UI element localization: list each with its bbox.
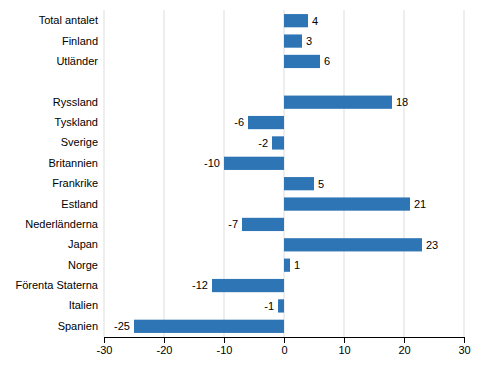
y-tick-label: Japan [68,238,98,250]
y-tick: Japan [68,238,98,250]
x-tick-label: 30 [458,344,470,356]
y-tick-label: Spanien [58,320,98,332]
data-label: -7 [228,218,238,230]
y-tick-label: Förenta Staterna [15,279,98,291]
y-tick-label: Estland [61,198,98,210]
chart: -30 -20 -10 0 10 20 30 Total antalet Finland Utlä… [0,0,486,365]
data-label: -12 [192,279,208,291]
y-tick-label: Utländer [56,55,98,67]
bar [284,238,422,251]
x-tick: 20 [398,337,410,356]
y-tick: Sverige [61,136,98,148]
y-tick: Total antalet [39,14,98,26]
bar [284,14,308,27]
bars [134,14,422,333]
data-label: 5 [318,178,324,190]
x-tick-label: -10 [217,344,233,356]
data-label: 6 [324,55,330,67]
y-tick: Spanien [58,320,98,332]
bar [224,157,284,170]
x-tick-mark [464,337,465,343]
y-tick-label: Britannien [48,157,98,169]
data-labels: 436 18 -6 -2 -10 5 21 -7 23 1 -12 -1 -25 [114,15,438,333]
x-tick-label: 20 [398,344,410,356]
plot: -30 -20 -10 0 10 20 30 Total antalet Finland Utlä… [15,10,470,356]
data-label: -6 [234,116,244,128]
y-tick: Estland [61,198,98,210]
x-tick-mark [164,337,165,343]
data-label: -2 [258,137,268,149]
y-tick-label: Norge [68,259,98,271]
bar [284,259,290,272]
y-tick: Britannien [48,157,98,169]
y-tick-label: Italien [69,299,98,311]
x-tick: -30 [97,337,113,356]
bar [284,96,392,109]
y-tick: Norge [68,259,98,271]
x-tick-mark [404,337,405,343]
x-tick-label: -20 [157,344,173,356]
grid-line [104,10,105,337]
data-label: 18 [396,96,408,108]
y-tick-label: Frankrike [52,177,98,189]
y-tick-label: Sverige [61,136,98,148]
bar [272,136,284,149]
x-tick: 30 [458,337,470,356]
grid [104,10,464,337]
y-tick-label: Tyskland [55,116,98,128]
x-tick: -20 [157,337,173,356]
bar [278,299,284,312]
x-tick-mark [284,337,285,343]
x-tick-mark [344,337,345,343]
bar [134,320,284,333]
data-label: -10 [204,157,220,169]
y-tick-label: Finland [62,35,98,47]
x-tick-label: 10 [338,344,350,356]
x-tick-label: 0 [281,344,287,356]
x-tick-label: -30 [97,344,113,356]
grid-line [344,10,345,337]
y-tick: Frankrike [52,177,98,189]
x-tick: 0 [281,337,287,356]
bar [242,218,284,231]
y-tick-label: Nederländerna [25,218,99,230]
x-tick: -10 [217,337,233,356]
y-tick: Finland [62,35,98,47]
y-tick: Ryssland [53,96,98,108]
bar [248,116,284,129]
data-label: 4 [312,15,318,27]
y-tick: Utländer [56,55,98,67]
x-axis: -30 -20 -10 0 10 20 30 [97,337,471,356]
bar [284,197,410,210]
bar [212,279,284,292]
y-tick-label: Total antalet [39,14,98,26]
bar [284,34,302,47]
y-tick: Nederländerna [25,218,99,230]
data-label: -25 [114,320,130,332]
grid-line [164,10,165,337]
bar [284,177,314,190]
y-tick: Förenta Staterna [15,279,98,291]
y-tick: Italien [69,299,98,311]
x-tick: 10 [338,337,350,356]
data-label: 23 [426,239,438,251]
x-axis-line [105,338,465,344]
grid-line [464,10,465,337]
data-label: -1 [264,300,274,312]
y-axis: Total antalet Finland Utländer Ryssland Tysk… [15,14,98,332]
y-tick: Tyskland [55,116,98,128]
data-label: 3 [306,35,312,47]
grid-line [404,10,405,337]
y-tick-label: Ryssland [53,96,98,108]
x-tick-mark [104,337,105,343]
x-tick-mark [224,337,225,343]
data-label: 21 [414,198,426,210]
data-label: 1 [294,259,300,271]
bar [284,55,320,68]
